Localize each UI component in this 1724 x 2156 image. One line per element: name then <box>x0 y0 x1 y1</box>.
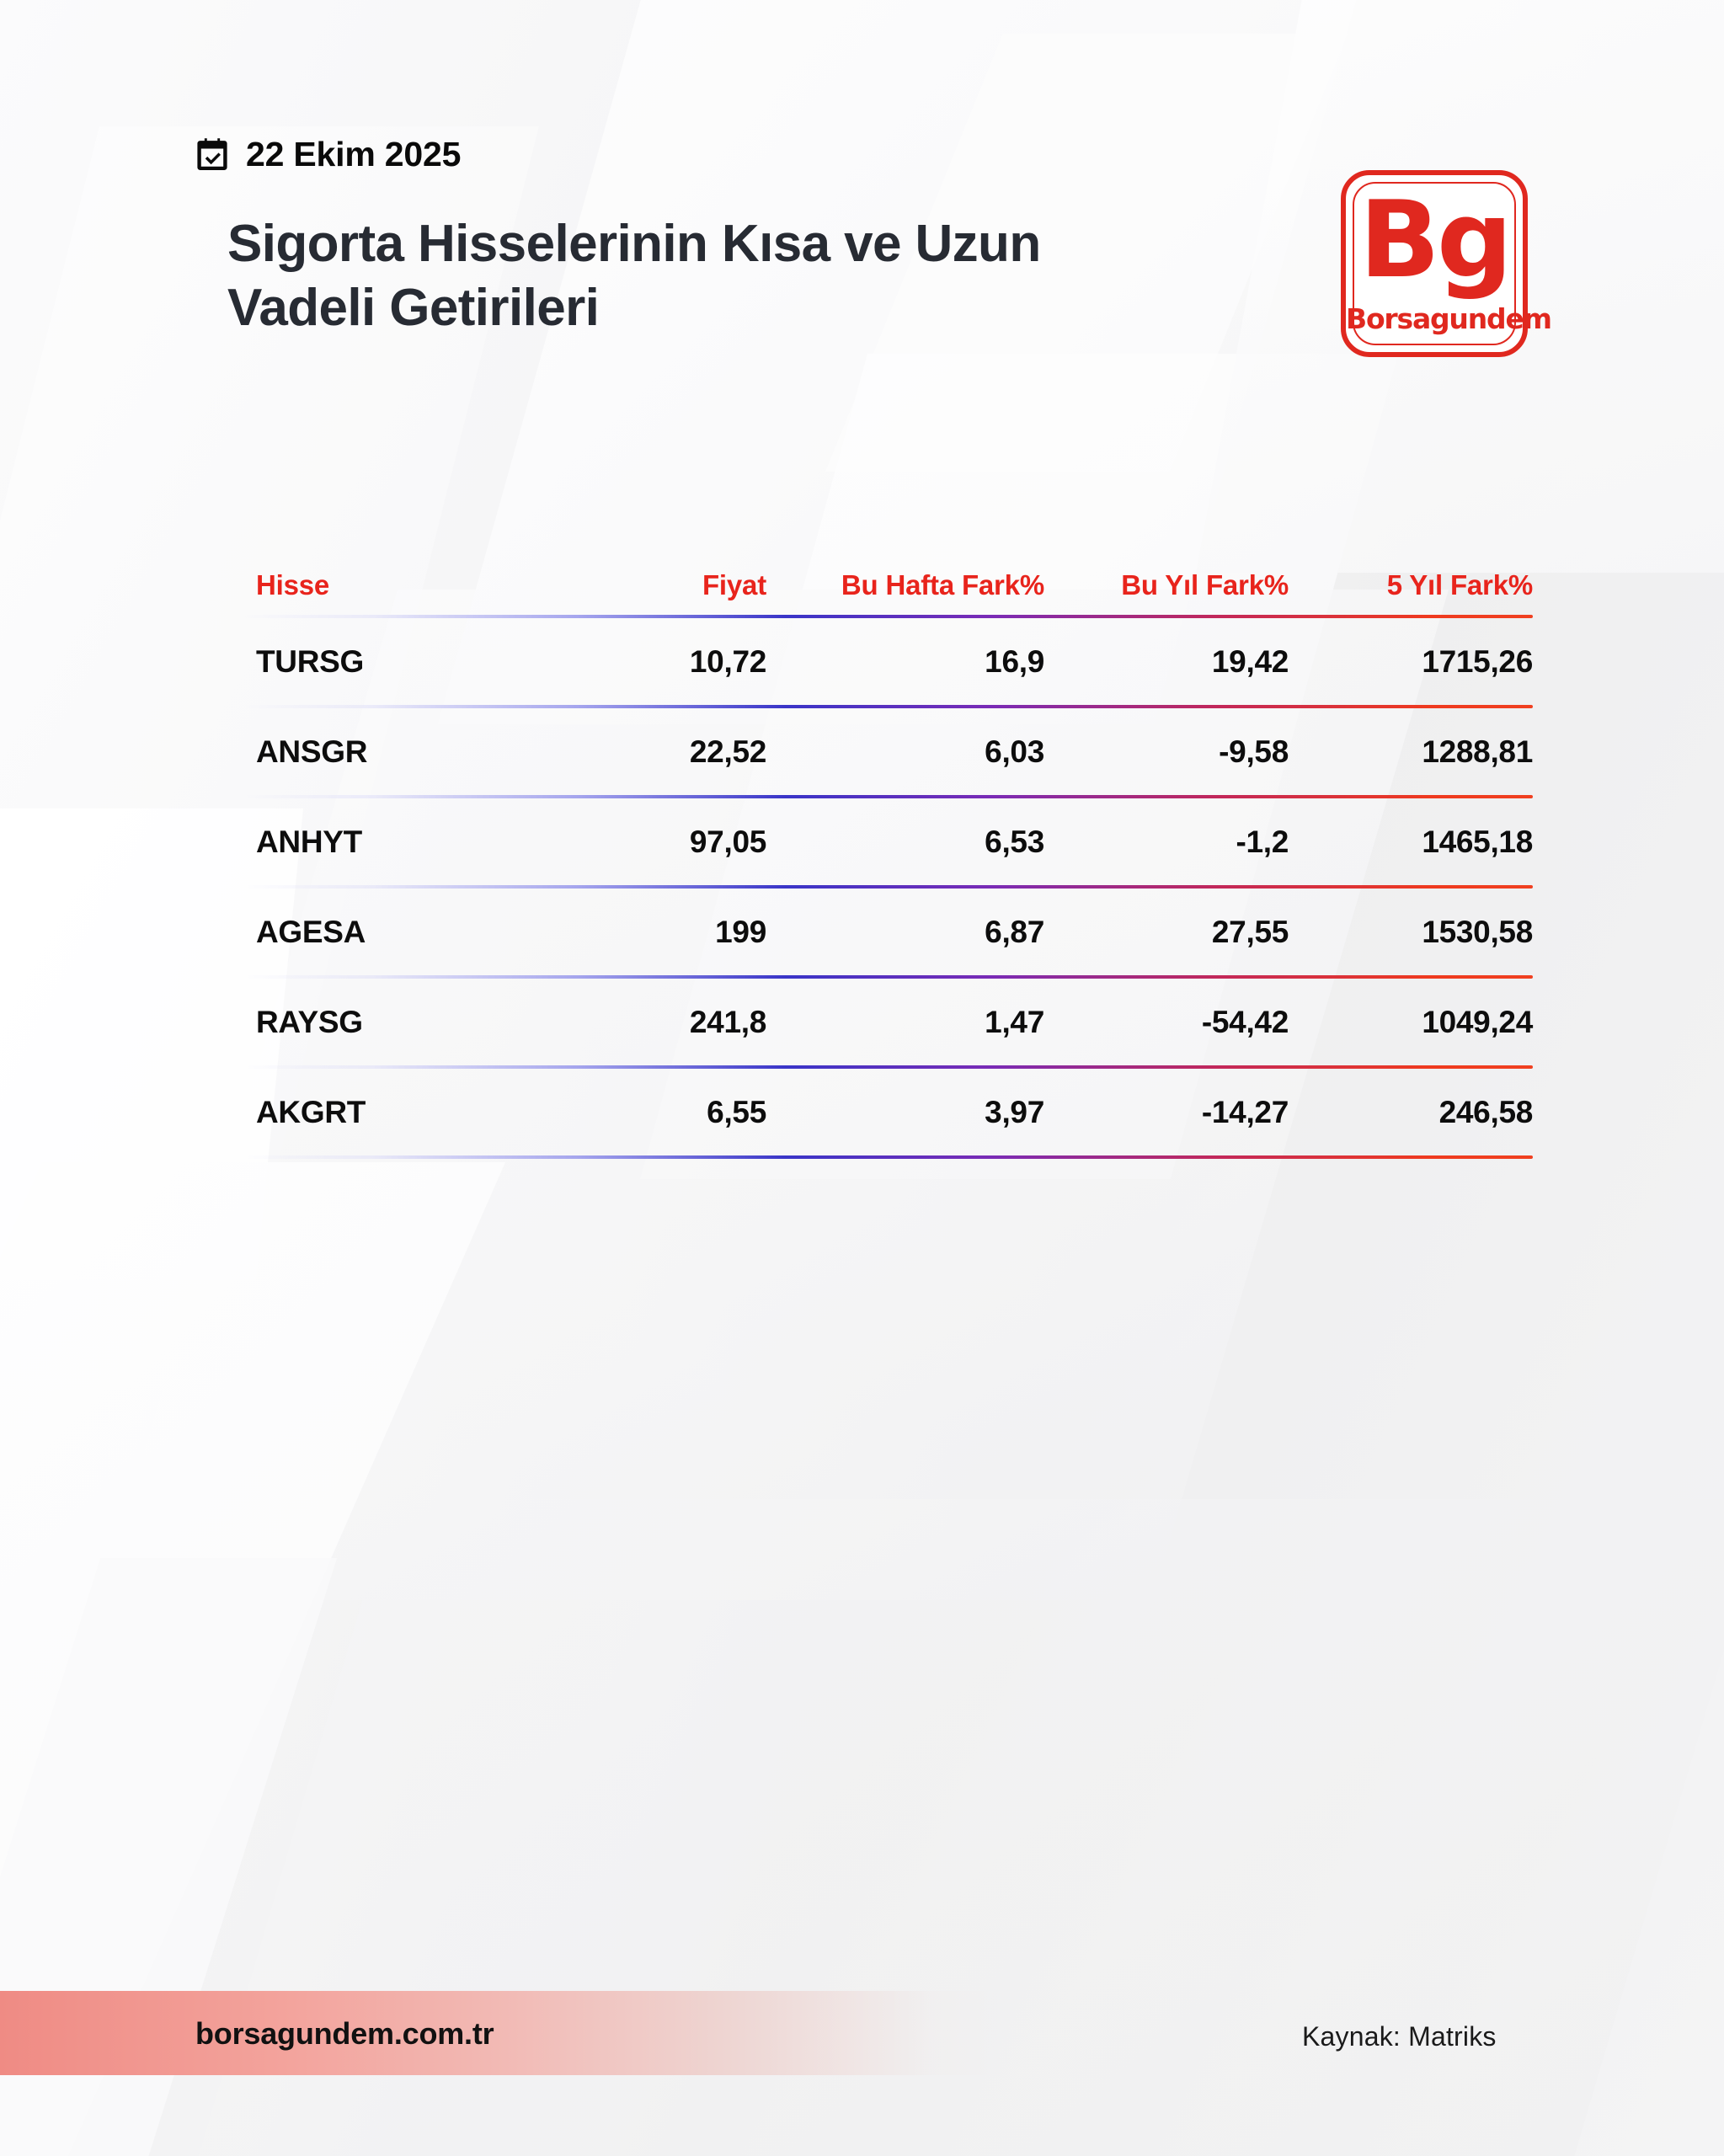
cell-bu-yil-fark: -14,27 <box>1201 1094 1289 1129</box>
row-separator <box>244 795 1533 798</box>
cell-5-yil-fark: 1465,18 <box>1422 824 1533 859</box>
cell-bu-yil-fark: 19,42 <box>1211 643 1289 679</box>
cell-hisse: ANHYT <box>256 824 362 859</box>
table-row: RAYSG 241,8 1,47 -54,42 1049,24 <box>244 979 1533 1065</box>
cell-bu-hafta-fark: 6,53 <box>985 824 1044 859</box>
row-separator <box>244 615 1533 618</box>
cell-fiyat: 6,55 <box>707 1094 766 1129</box>
row-separator <box>244 885 1533 889</box>
column-header-bu-hafta-fark: Bu Hafta Fark% <box>841 569 1044 600</box>
cell-bu-hafta-fark: 1,47 <box>985 1004 1044 1039</box>
cell-hisse: ANSGR <box>256 734 368 769</box>
calendar-check-icon <box>194 136 231 173</box>
cell-5-yil-fark: 1530,58 <box>1422 914 1533 949</box>
cell-5-yil-fark: 246,58 <box>1438 1094 1534 1129</box>
date-text: 22 Ekim 2025 <box>246 135 462 173</box>
footer-source-label: Kaynak: Matriks <box>1302 2021 1497 2052</box>
column-header-fiyat: Fiyat <box>702 569 766 600</box>
cell-bu-yil-fark: -54,42 <box>1201 1004 1289 1039</box>
table-header-row: Hisse Fiyat Bu Hafta Fark% Bu Yıl Fark% … <box>244 556 1533 615</box>
row-separator <box>244 975 1533 979</box>
cell-bu-yil-fark: -1,2 <box>1236 824 1289 859</box>
logo-inner-border <box>1353 182 1516 345</box>
column-header-bu-yil-fark: Bu Yıl Fark% <box>1121 569 1289 600</box>
cell-hisse: TURSG <box>256 643 365 679</box>
cell-hisse: AKGRT <box>256 1094 366 1129</box>
footer-website-url[interactable]: borsagundem.com.tr <box>195 2016 494 2051</box>
cell-bu-yil-fark: 27,55 <box>1211 914 1289 949</box>
cell-fiyat: 241,8 <box>689 1004 766 1039</box>
borsagundem-logo[interactable]: Bg Borsagundem <box>1341 170 1552 357</box>
column-header-hisse: Hisse <box>256 569 330 600</box>
cell-5-yil-fark: 1049,24 <box>1422 1004 1533 1039</box>
row-separator <box>244 1155 1533 1159</box>
table-row: AKGRT 6,55 3,97 -14,27 246,58 <box>244 1069 1533 1155</box>
table-row: AGESA 199 6,87 27,55 1530,58 <box>244 889 1533 975</box>
cell-fiyat: 10,72 <box>689 643 766 679</box>
logo-monogram: Bg <box>1358 178 1513 302</box>
cell-bu-hafta-fark: 3,97 <box>985 1094 1044 1129</box>
row-separator <box>244 1065 1533 1069</box>
column-header-5-yil-fark: 5 Yıl Fark% <box>1386 569 1533 600</box>
table-row: ANHYT 97,05 6,53 -1,2 1465,18 <box>244 798 1533 885</box>
cell-5-yil-fark: 1715,26 <box>1422 643 1533 679</box>
cell-bu-yil-fark: -9,58 <box>1219 734 1289 769</box>
footer-bar <box>0 1991 1011 2075</box>
date-row: 22 Ekim 2025 <box>194 135 461 174</box>
cell-fiyat: 97,05 <box>689 824 766 859</box>
logo-border: Bg Borsagundem <box>1341 170 1552 357</box>
cell-bu-hafta-fark: 6,87 <box>985 914 1044 949</box>
cell-5-yil-fark: 1288,81 <box>1422 734 1533 769</box>
cell-bu-hafta-fark: 6,03 <box>985 734 1044 769</box>
page-title: Sigorta Hisselerinin Kısa ve Uzun Vadeli… <box>227 215 1041 337</box>
cell-hisse: AGESA <box>256 914 366 949</box>
cell-hisse: RAYSG <box>256 1004 363 1039</box>
cell-fiyat: 199 <box>715 914 766 949</box>
logo-wordmark: Borsagundem <box>1346 302 1552 335</box>
table-row: TURSG 10,72 16,9 19,42 1715,26 <box>244 618 1533 705</box>
cell-bu-hafta-fark: 16,9 <box>985 643 1044 679</box>
returns-table: Hisse Fiyat Bu Hafta Fark% Bu Yıl Fark% … <box>244 556 1533 1159</box>
row-separator <box>244 705 1533 708</box>
cell-fiyat: 22,52 <box>689 734 766 769</box>
table-row: ANSGR 22,52 6,03 -9,58 1288,81 <box>244 708 1533 795</box>
